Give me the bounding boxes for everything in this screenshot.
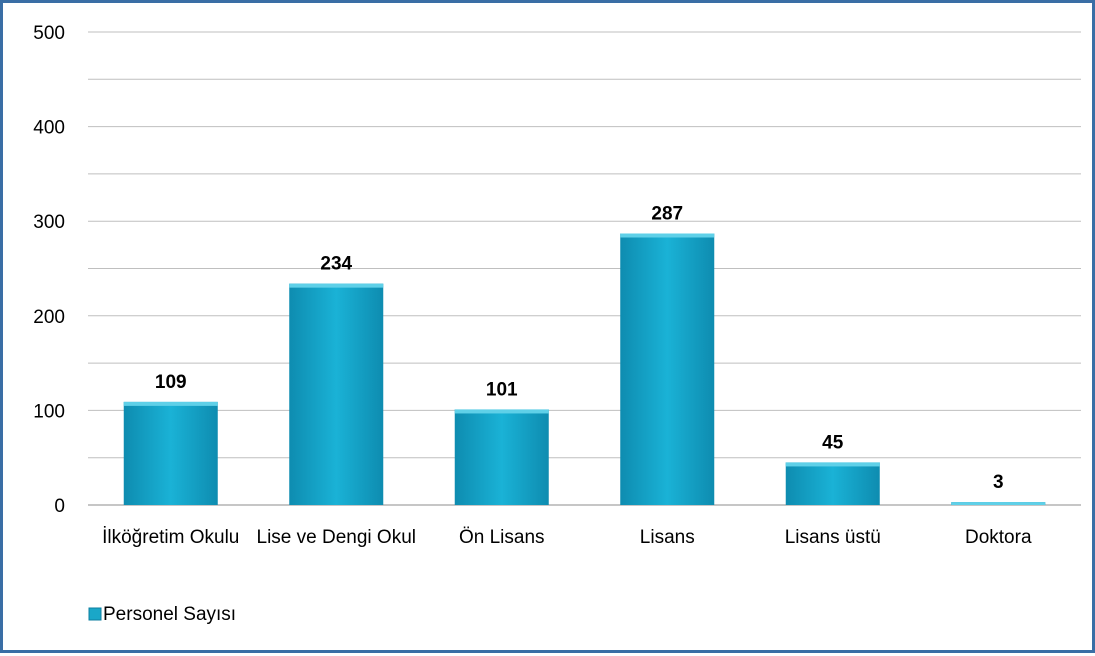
data-labels: 109 234 101 287 45 3 xyxy=(155,203,1004,493)
x-tick-label: Doktora xyxy=(965,527,1032,548)
y-tick-label: 400 xyxy=(33,118,65,139)
bar-body xyxy=(620,233,715,506)
bar-top xyxy=(454,409,549,414)
data-label: 234 xyxy=(320,254,352,275)
legend-swatch xyxy=(88,607,102,621)
bar-top xyxy=(123,401,218,406)
x-tick-label: Ön Lisans xyxy=(459,527,545,548)
bar xyxy=(123,401,218,505)
bar-top xyxy=(951,502,1046,505)
y-tick-label: 300 xyxy=(33,212,65,233)
y-axis-ticks: 0 100 200 300 400 500 xyxy=(33,23,65,517)
y-tick-label: 500 xyxy=(33,23,65,44)
bar xyxy=(289,283,384,505)
bars xyxy=(123,233,1046,506)
bar-top xyxy=(620,233,715,238)
bar xyxy=(951,502,1046,505)
data-label: 3 xyxy=(993,472,1004,493)
legend-label: Personel Sayısı xyxy=(103,604,236,625)
bar-body xyxy=(454,409,549,505)
y-tick-label: 0 xyxy=(54,496,65,517)
bar xyxy=(620,233,715,506)
bar-top xyxy=(785,462,880,467)
y-tick-label: 200 xyxy=(33,307,65,328)
bar-body xyxy=(785,462,880,505)
gridlines xyxy=(88,31,1081,506)
data-label: 109 xyxy=(155,372,187,393)
x-tick-label: Lisans üstü xyxy=(785,527,881,548)
bar-top xyxy=(289,283,384,288)
y-tick-label: 100 xyxy=(33,401,65,422)
bar xyxy=(785,462,880,505)
bar-chart: 0 100 200 300 400 500 109 234 101 287 45 3 İlköğre… xyxy=(33,23,1081,625)
x-axis-ticks: İlköğretim Okulu Lise ve Dengi Okul Ön Lis… xyxy=(102,527,1032,548)
bar-body xyxy=(123,401,218,505)
x-tick-label: İlköğretim Okulu xyxy=(102,527,239,548)
data-label: 45 xyxy=(822,432,844,453)
data-label: 287 xyxy=(651,203,683,224)
legend: Personel Sayısı xyxy=(88,604,236,625)
x-tick-label: Lisans xyxy=(640,527,695,548)
x-tick-label: Lise ve Dengi Okul xyxy=(257,527,416,548)
data-label: 101 xyxy=(486,379,518,400)
bar xyxy=(454,409,549,505)
bar-body xyxy=(289,283,384,505)
